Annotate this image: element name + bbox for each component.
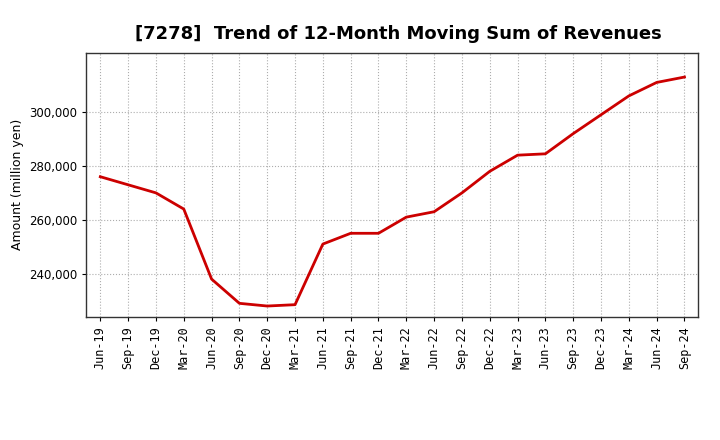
Y-axis label: Amount (million yen): Amount (million yen) [11,119,24,250]
Text: [7278]  Trend of 12-Month Moving Sum of Revenues: [7278] Trend of 12-Month Moving Sum of R… [135,25,662,43]
